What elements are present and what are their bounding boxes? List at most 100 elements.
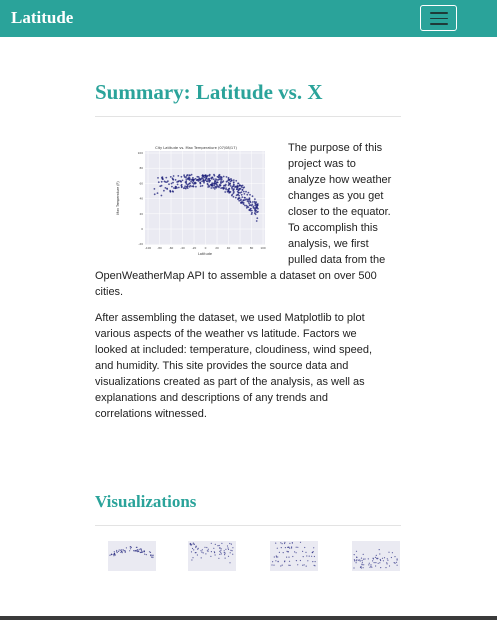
plot-point <box>246 200 249 202</box>
plot-point <box>184 176 187 179</box>
brand-link[interactable]: Latitude <box>11 8 74 27</box>
plot-point <box>177 180 180 182</box>
plot-point <box>157 181 160 184</box>
plot-point <box>204 174 207 177</box>
plot-point <box>203 181 205 184</box>
plot-point <box>196 175 199 178</box>
plot-point <box>220 176 223 179</box>
plot-point <box>212 178 215 181</box>
plot-area <box>145 151 265 245</box>
plot-point <box>243 196 246 199</box>
plot-point <box>246 193 249 196</box>
plot-point <box>190 178 193 181</box>
paragraph-line: After assembling the dataset, we used Ma… <box>95 312 365 324</box>
plot-point <box>218 186 220 189</box>
plot-point <box>177 175 180 177</box>
plot-point <box>238 197 240 200</box>
paragraph-line: looked at included: temperature, cloudin… <box>95 344 373 356</box>
plot-point <box>242 201 245 204</box>
plot-point <box>188 185 191 188</box>
plot-point <box>180 186 183 189</box>
cloudiness-plot-thumbnail[interactable] <box>262 537 320 577</box>
plot-xlabel: Latitude <box>198 252 212 256</box>
plot-point <box>252 205 255 208</box>
plot-point <box>255 203 258 206</box>
plot-point <box>173 187 175 189</box>
plot-point <box>192 176 194 179</box>
plot-point <box>236 188 238 191</box>
plot-point <box>176 181 178 183</box>
plot-point <box>157 177 159 179</box>
plot-ylabel: Max Temperature (F) <box>116 181 120 214</box>
plot-point <box>238 199 241 202</box>
plot-point <box>254 210 257 213</box>
plot-point <box>165 181 168 183</box>
plot-point <box>238 194 240 197</box>
plot-point <box>257 207 259 210</box>
paragraph-line: closer to the equator. <box>288 206 391 218</box>
plot-point <box>235 186 238 188</box>
paragraph-line: analysis, we first <box>288 238 369 250</box>
plot-point <box>238 188 241 190</box>
plot-grid <box>145 151 265 245</box>
plot-point <box>255 207 257 210</box>
plot-point <box>191 181 194 184</box>
plot-point <box>241 196 244 198</box>
plot-point <box>184 181 187 183</box>
plot-point <box>199 185 202 188</box>
plot-x-tick-label: 100 <box>260 246 266 250</box>
plot-point <box>185 178 188 180</box>
plot-y-tick-label: 20 <box>139 212 143 216</box>
plot-point <box>249 193 251 196</box>
plot-point <box>190 173 193 176</box>
plot-point <box>210 184 213 187</box>
paragraph-line: changes as you get <box>288 190 384 202</box>
plot-point <box>179 179 181 182</box>
plot-point <box>225 176 228 178</box>
plot-point <box>231 185 234 188</box>
plot-point <box>191 185 193 188</box>
plot-point <box>160 180 163 183</box>
plot-point <box>172 175 175 177</box>
plot-point <box>225 187 227 190</box>
plot-point <box>174 185 177 188</box>
plot-point <box>248 204 251 207</box>
wind-speed-plot-thumbnail[interactable] <box>344 537 402 577</box>
plot-point <box>192 183 195 185</box>
plot-point <box>224 184 227 187</box>
plot-point <box>171 185 173 188</box>
paragraph-line: To accomplish this <box>288 222 378 234</box>
plot-point <box>174 187 177 190</box>
plot-x-tick-label: -80 <box>157 246 162 250</box>
max-temperature-plot-thumbnail[interactable] <box>100 537 158 577</box>
plot-x-tick-label: 0 <box>205 246 207 250</box>
paragraph-line: explanations and descriptions of any tre… <box>95 392 328 404</box>
plot-point <box>212 186 215 189</box>
plot-point <box>246 205 249 208</box>
navbar-toggler-button[interactable] <box>420 5 457 31</box>
plot-point <box>247 191 250 194</box>
plot-point <box>243 199 245 202</box>
plot-point <box>234 196 237 199</box>
plot-point <box>166 187 168 190</box>
plot-point <box>228 178 231 181</box>
plot-point <box>211 182 214 185</box>
plot-point <box>220 180 222 182</box>
plot-point <box>242 203 245 206</box>
plot-point <box>243 186 246 189</box>
plot-point <box>192 185 195 188</box>
paragraph-line: various aspects of the weather vs latitu… <box>95 328 357 340</box>
plot-point <box>229 185 232 187</box>
plot-x-tick-label: -60 <box>169 246 174 250</box>
plot-point <box>233 184 235 186</box>
plot-x-tick-label: -100 <box>145 246 152 250</box>
plot-point <box>220 181 222 184</box>
plot-point <box>189 182 191 184</box>
plot-point <box>194 177 197 180</box>
plot-point <box>254 208 257 211</box>
latitude-temperature-plot-image[interactable]: City Latitude vs. Max Temperature (07/08… <box>112 144 272 256</box>
plot-point <box>256 205 258 208</box>
plot-point <box>215 178 217 181</box>
humidity-plot-thumbnail[interactable] <box>180 537 238 577</box>
paragraph-line: OpenWeatherMap API to assemble a dataset… <box>95 270 377 282</box>
